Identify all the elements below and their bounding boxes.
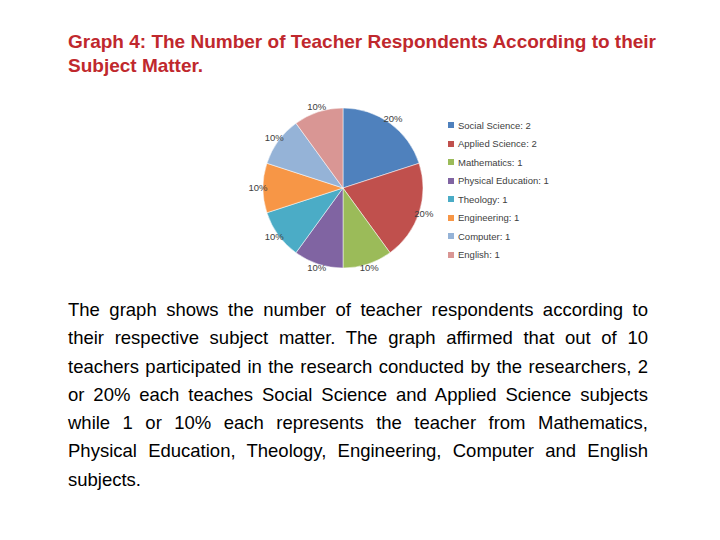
html-text:Social Science: 2: Social Science: 2: [458, 119, 531, 131]
html-text:Engineering: 1: Engineering: 1: [458, 212, 520, 224]
svg-text:10%: 10%: [307, 101, 327, 112]
svg-text:10%: 10%: [360, 262, 380, 273]
html-text:Mathematics: 1: Mathematics: 1: [458, 156, 523, 168]
svg-text:20%: 20%: [414, 208, 434, 219]
html-text:Physical Education: 1: Physical Education: 1: [458, 175, 549, 187]
svg-text:10%: 10%: [265, 132, 285, 143]
svg-text:10%: 10%: [307, 262, 327, 273]
html-text:The graph shows the number of: The graph shows the number of teacher re…: [68, 299, 648, 490]
svg-text:10%: 10%: [248, 182, 268, 193]
svg-text:20%: 20%: [383, 113, 403, 124]
html-text:Computer: 1: Computer: 1: [458, 230, 511, 242]
html-text:Theology: 1: Theology: 1: [458, 193, 508, 205]
html-text:Graph 4: The Number of Teacher: Graph 4: The Number of Teacher Responden…: [68, 31, 656, 76]
html-text:Applied Science: 2: Applied Science: 2: [458, 138, 537, 150]
html-text:English: 1: English: 1: [458, 249, 500, 261]
svg-text:10%: 10%: [265, 231, 285, 242]
